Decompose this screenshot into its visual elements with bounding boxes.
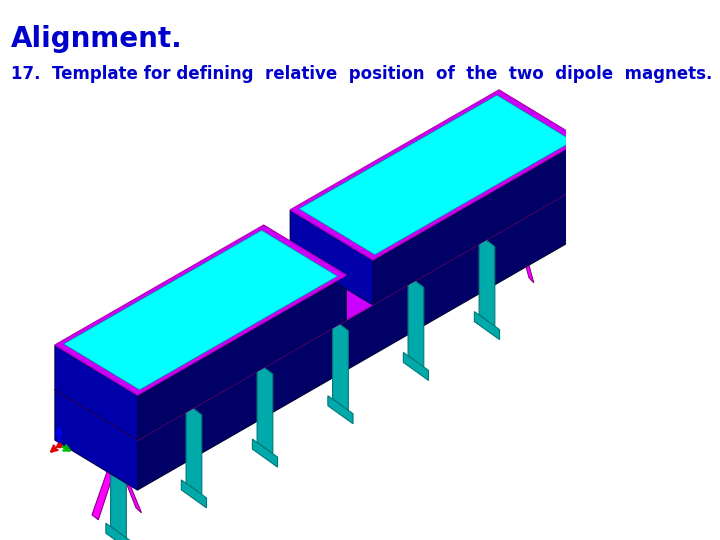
Polygon shape	[138, 185, 582, 490]
Polygon shape	[333, 319, 348, 411]
Polygon shape	[499, 135, 582, 235]
Text: 17.  Template for defining  relative  position  of  the  two  dipole  magnets.: 17. Template for defining relative posit…	[11, 65, 712, 83]
Polygon shape	[106, 523, 131, 540]
Polygon shape	[186, 403, 202, 495]
Polygon shape	[55, 135, 582, 440]
Polygon shape	[92, 452, 119, 520]
Polygon shape	[257, 362, 273, 454]
Polygon shape	[63, 230, 338, 390]
Polygon shape	[55, 390, 138, 490]
Text: Alignment.: Alignment.	[11, 25, 183, 53]
Polygon shape	[474, 312, 500, 340]
Polygon shape	[114, 452, 142, 513]
Polygon shape	[253, 439, 277, 467]
Polygon shape	[513, 220, 534, 283]
Polygon shape	[408, 275, 424, 367]
Polygon shape	[290, 90, 582, 260]
Polygon shape	[181, 480, 207, 508]
Polygon shape	[111, 446, 126, 538]
Polygon shape	[290, 210, 373, 305]
Polygon shape	[328, 396, 353, 424]
Polygon shape	[490, 220, 518, 281]
Polygon shape	[479, 234, 495, 327]
Polygon shape	[55, 345, 138, 440]
Polygon shape	[299, 95, 573, 255]
Polygon shape	[403, 353, 428, 380]
Polygon shape	[55, 225, 346, 395]
Polygon shape	[499, 90, 582, 185]
Polygon shape	[264, 225, 346, 320]
Polygon shape	[373, 140, 582, 305]
Polygon shape	[138, 275, 346, 440]
